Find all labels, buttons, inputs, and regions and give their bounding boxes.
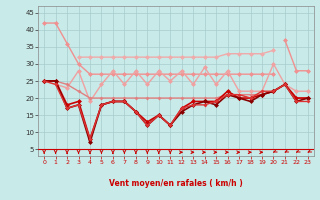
X-axis label: Vent moyen/en rafales ( km/h ): Vent moyen/en rafales ( km/h ) <box>109 179 243 188</box>
